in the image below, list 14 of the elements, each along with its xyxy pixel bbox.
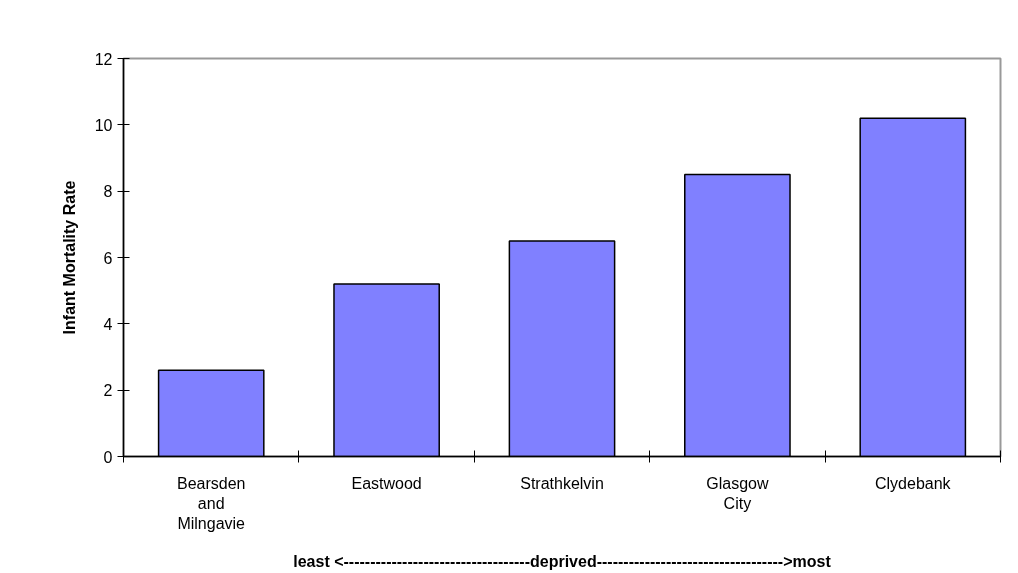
y-tick-label: 6 <box>103 249 113 267</box>
y-axis-title: Infant Mortality Rate <box>60 180 78 335</box>
x-tick-label: Eastwood <box>351 474 422 492</box>
x-tick-label: Glasgow City <box>706 474 769 512</box>
x-tick-label: Strathkelvin <box>520 474 604 492</box>
x-axis-title: least <-----------------------------------deprived----------------------------------->most <box>293 553 832 571</box>
x-tick-label: Bearsden and Milngavie <box>176 474 246 533</box>
y-tick-label: 8 <box>103 183 113 201</box>
x-tick-label: Clydebank <box>875 474 952 492</box>
y-tick-label: 10 <box>94 116 113 134</box>
y-tick-label: 12 <box>94 50 113 68</box>
y-tick-label: 2 <box>103 382 113 400</box>
y-tick-label: 4 <box>103 315 113 333</box>
y-tick-label: 0 <box>103 448 113 466</box>
